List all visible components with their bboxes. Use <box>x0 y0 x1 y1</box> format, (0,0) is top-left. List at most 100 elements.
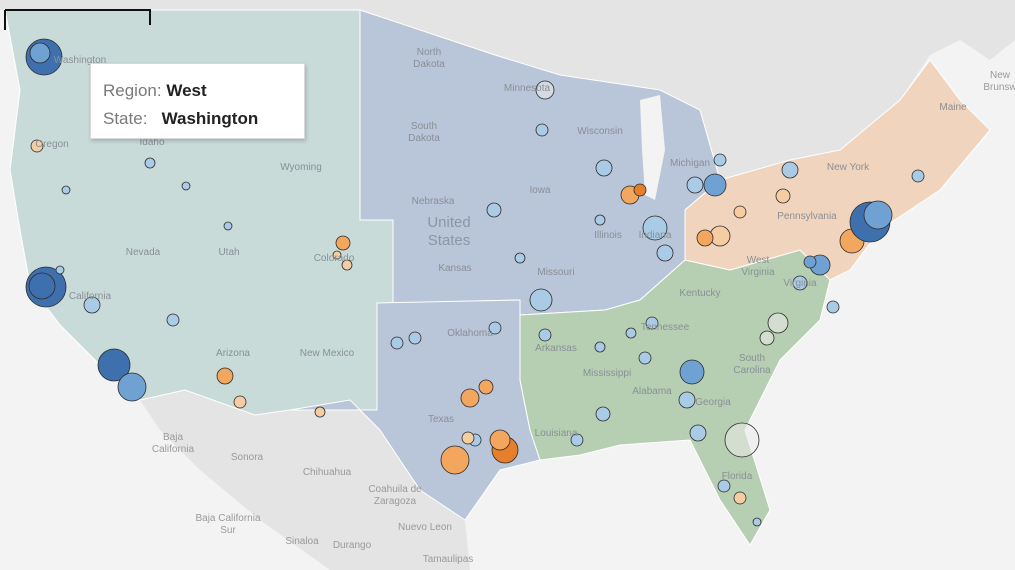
map-label-line: New <box>990 70 1011 81</box>
map-label: Oklahoma <box>447 328 493 339</box>
map-label-line: Oregon <box>35 139 68 150</box>
map-label: Kansas <box>438 263 471 274</box>
map-label: Missouri <box>537 267 574 278</box>
map-label-line: Iowa <box>529 185 551 196</box>
country-label: United States <box>427 214 470 249</box>
location-point <box>529 288 553 312</box>
map-label: Washington <box>54 55 106 66</box>
location-point <box>594 341 606 353</box>
map-label: Alabama <box>632 386 672 397</box>
location-point <box>30 139 44 153</box>
map-label-line: North <box>417 47 441 58</box>
map-label-line: Texas <box>428 414 454 425</box>
location-point <box>314 406 326 418</box>
map-label-line: Virginia <box>741 267 775 278</box>
map-label-line: Nuevo Leon <box>398 522 452 533</box>
map-label-line: New Mexico <box>300 348 355 359</box>
location-point <box>332 250 342 260</box>
map-label-line: Arizona <box>216 348 250 359</box>
map-label: Louisiana <box>535 428 578 439</box>
map-label: Minnesota <box>504 83 551 94</box>
map-label: Sonora <box>231 452 264 463</box>
location-point <box>595 406 611 422</box>
location-point <box>478 379 494 395</box>
location-point <box>678 391 696 409</box>
map-label-line: Michigan <box>670 158 710 169</box>
location-point <box>570 433 584 447</box>
map-label-line: Illinois <box>594 230 622 241</box>
map-label-line: Virginia <box>783 278 817 289</box>
location-point <box>535 80 555 100</box>
location-point <box>594 214 606 226</box>
map-label-line: Sonora <box>231 452 264 463</box>
tooltip-row: Region: West <box>103 77 292 105</box>
location-point <box>826 300 840 314</box>
location-point <box>223 221 233 231</box>
location-point <box>759 330 775 346</box>
location-point <box>724 422 760 458</box>
map-label: Wyoming <box>280 162 322 173</box>
map-label-line: Sinaloa <box>285 536 319 547</box>
location-point <box>733 491 747 505</box>
location-point <box>83 296 101 314</box>
map-label: Wisconsin <box>577 126 623 137</box>
location-point <box>767 312 789 334</box>
map-label-line: Tamaulipas <box>423 554 474 565</box>
location-point <box>686 176 704 194</box>
map-label: Nuevo Leon <box>398 522 452 533</box>
tooltip-value: Washington <box>161 109 259 128</box>
location-point <box>696 229 714 247</box>
location-point <box>144 157 156 169</box>
map-label: Kentucky <box>679 288 720 299</box>
location-point <box>538 328 552 342</box>
location-point <box>28 272 56 300</box>
location-point <box>488 321 502 335</box>
map-label-line: Indiana <box>639 230 672 241</box>
map-label-line: Minnesota <box>504 83 551 94</box>
map-label: New Mexico <box>300 348 355 359</box>
map-label: Mississippi <box>583 368 631 379</box>
location-point <box>489 429 511 451</box>
location-point <box>775 188 791 204</box>
map-label: Maine <box>939 102 967 113</box>
map-label-line: Wyoming <box>280 162 322 173</box>
map-label: Tamaulipas <box>423 554 474 565</box>
region-east <box>684 59 991 281</box>
map-label-line: Wisconsin <box>577 126 623 137</box>
map-label: California <box>69 291 112 302</box>
map-label-line: Washington <box>54 55 106 66</box>
location-point <box>117 372 147 402</box>
map-label-line: Baja <box>163 432 183 443</box>
location-point <box>55 265 65 275</box>
map-label: Texas <box>428 414 454 425</box>
map-label: Indiana <box>639 230 672 241</box>
map-label-line: West <box>747 255 770 266</box>
map-label-line: Utah <box>218 247 239 258</box>
map-label: West Virginia <box>741 255 775 278</box>
location-point <box>61 185 71 195</box>
map-label: Utah <box>218 247 239 258</box>
map-label-line: Kentucky <box>679 288 720 299</box>
map-label-line: Baja California <box>195 513 260 524</box>
location-point <box>645 316 659 330</box>
location-point <box>638 351 652 365</box>
map-label: Arkansas <box>535 343 577 354</box>
map-label: Durango <box>333 540 372 551</box>
tooltip-row: State: Washington <box>103 105 292 133</box>
location-point <box>625 327 637 339</box>
map-label-line: Zaragoza <box>374 496 417 507</box>
location-point <box>863 200 893 230</box>
location-point <box>911 169 925 183</box>
map-label: Sinaloa <box>285 536 319 547</box>
map-label: Idaho <box>139 137 164 148</box>
country-label-line: United <box>427 214 470 231</box>
map-label: Arizona <box>216 348 250 359</box>
map-label-line: South <box>739 353 765 364</box>
map-label-line: Chihuahua <box>303 467 352 478</box>
map-label-line: Dakota <box>408 133 440 144</box>
map-label-line: Missouri <box>537 267 574 278</box>
map-label: Nevada <box>126 247 161 258</box>
location-point <box>390 336 404 350</box>
map-label-line: Maine <box>939 102 967 113</box>
tooltip-value: West <box>166 81 207 100</box>
